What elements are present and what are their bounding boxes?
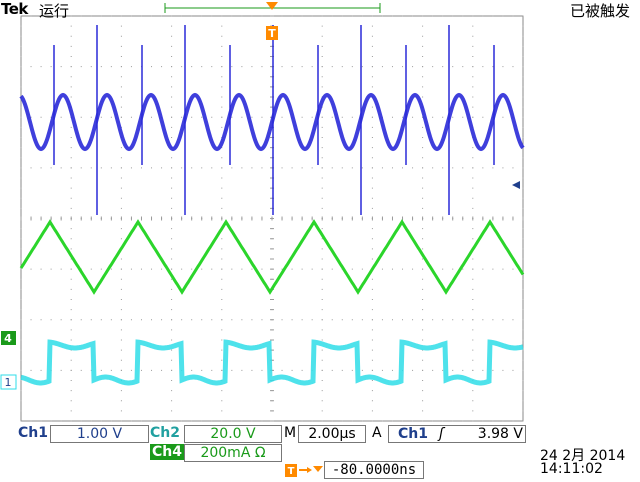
- ch2-label[interactable]: Ch2: [150, 425, 184, 441]
- horizontal-position-value[interactable]: -80.0000ns: [324, 461, 424, 479]
- ch4-scale[interactable]: 200mA Ω: [184, 444, 282, 462]
- date-readout: 24 2月 2014: [540, 448, 626, 464]
- timebase-value[interactable]: 2.00µs: [298, 425, 366, 443]
- trigger-position-glyph: T: [268, 27, 276, 40]
- ch1-marker-glyph: 1: [5, 376, 12, 389]
- trigger-readout[interactable]: Ch1 ʃ 3.98 V: [388, 425, 526, 443]
- trigger-mode: A: [372, 425, 386, 441]
- ch4-marker-glyph: 4: [4, 332, 12, 345]
- record-view-bar: [164, 2, 381, 13]
- trigger-slope-icon: ʃ: [439, 426, 444, 442]
- run-status: 运行: [39, 2, 70, 20]
- ch4-trace: [20, 339, 524, 386]
- ch1-label[interactable]: Ch1: [18, 425, 50, 441]
- trigger-level-marker[interactable]: [512, 181, 520, 189]
- trigger-level: 3.98 V: [477, 426, 523, 442]
- timebase-label: M: [284, 425, 297, 441]
- ch1-ground-marker[interactable]: 1: [0, 374, 17, 390]
- brand-logo: Tek: [1, 0, 28, 18]
- traces: [19, 25, 525, 386]
- ch4-ground-marker[interactable]: 4: [1, 331, 16, 345]
- horizontal-position-icon: T: [285, 462, 325, 478]
- ch4-label[interactable]: Ch4: [150, 444, 184, 460]
- ch2-scale[interactable]: 20.0 V: [184, 425, 282, 443]
- ch1-trace: [19, 92, 525, 152]
- trigger-position-marker[interactable]: T: [266, 26, 278, 40]
- ch2-trace: [19, 219, 525, 295]
- ch1-scale[interactable]: 1.00 V: [50, 425, 149, 443]
- trigger-status: 已被触发: [569, 2, 630, 20]
- trigger-source: Ch1: [398, 426, 428, 442]
- time-readout: 14:11:02: [540, 461, 603, 477]
- svg-text:T: T: [288, 466, 295, 477]
